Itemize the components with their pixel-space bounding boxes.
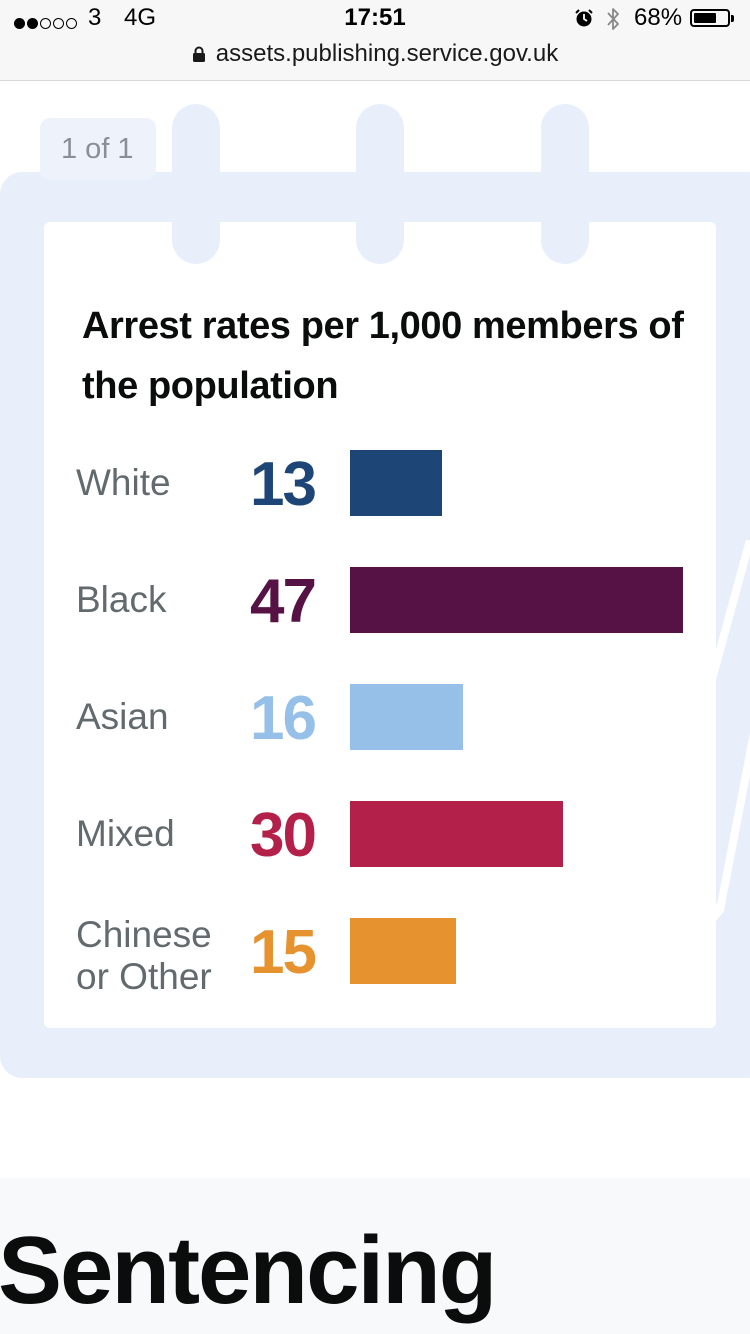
category-label: Black — [76, 579, 167, 620]
lock-icon — [192, 46, 205, 62]
status-time: 17:51 — [344, 4, 406, 31]
bar — [350, 918, 456, 984]
category-label: Mixed — [76, 813, 175, 854]
bar — [350, 684, 463, 750]
network-type: 4G — [124, 4, 157, 31]
value-label: 15 — [250, 918, 317, 987]
value-label: 30 — [250, 801, 317, 870]
battery-icon — [690, 9, 730, 27]
page-indicator: 1 of 1 — [40, 118, 156, 180]
category-label: Chinese or Other — [76, 914, 212, 997]
signal-strength-icon — [14, 8, 79, 36]
value-label: 13 — [250, 450, 317, 519]
bar — [350, 801, 563, 867]
bar — [350, 567, 683, 633]
bluetooth-icon — [607, 8, 619, 30]
address-bar[interactable]: assets.publishing.service.gov.uk — [0, 40, 750, 68]
section-heading: Sentencing — [0, 1217, 497, 1324]
battery-percentage: 68% — [634, 4, 683, 31]
value-label: 16 — [250, 684, 317, 753]
value-label: 47 — [250, 567, 317, 636]
status-bar: 3 4G 17:51 68% assets.publishing.service… — [0, 0, 750, 81]
alarm-icon — [575, 9, 593, 27]
category-label: White — [76, 462, 171, 503]
section-band — [0, 1178, 750, 1334]
bar — [350, 450, 442, 516]
url-text: assets.publishing.service.gov.uk — [215, 40, 559, 67]
chart-title: Arrest rates per 1,000 members of the po… — [82, 305, 684, 407]
carrier-name: 3 — [88, 4, 102, 31]
category-label: Asian — [76, 696, 169, 737]
